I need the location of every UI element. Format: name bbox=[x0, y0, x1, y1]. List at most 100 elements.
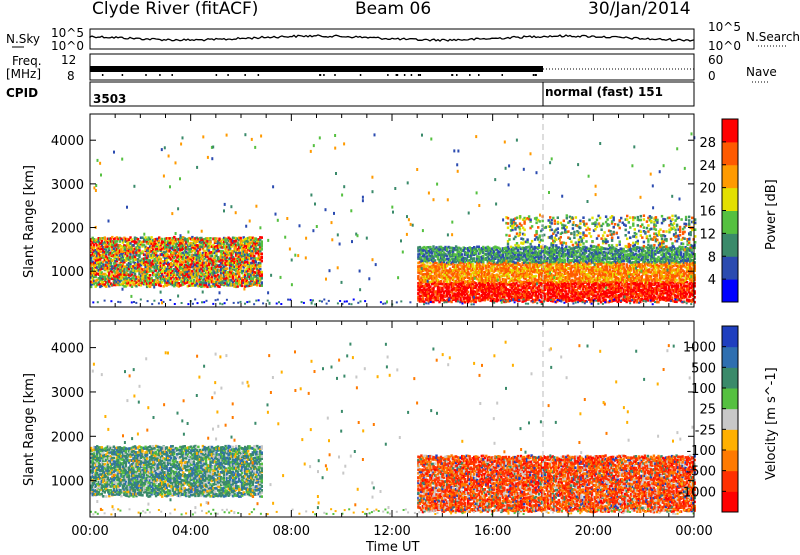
heatmap-cell bbox=[215, 237, 217, 240]
heatmap-cell bbox=[261, 253, 263, 256]
heatmap-cell bbox=[497, 299, 499, 302]
heatmap-cell bbox=[134, 273, 136, 276]
freq-dot bbox=[452, 74, 454, 76]
heatmap-cell bbox=[472, 263, 474, 266]
heatmap-cell bbox=[104, 236, 106, 239]
heatmap-cell bbox=[160, 285, 162, 288]
heatmap-cell bbox=[101, 240, 103, 243]
heatmap-cell bbox=[538, 276, 540, 279]
heatmap-cell bbox=[193, 279, 195, 282]
heatmap-cell bbox=[429, 285, 431, 288]
heatmap-cell bbox=[552, 266, 554, 269]
freq-dot bbox=[396, 74, 398, 76]
freq-dot bbox=[533, 74, 535, 76]
heatmap-cell bbox=[508, 275, 510, 278]
heatmap-cell bbox=[149, 274, 151, 277]
heatmap-cell bbox=[467, 291, 469, 294]
heatmap-cell bbox=[469, 296, 471, 299]
heatmap-cell bbox=[211, 255, 213, 258]
heatmap-cell bbox=[226, 267, 228, 270]
heatmap-cell bbox=[564, 259, 566, 262]
freq-dot bbox=[469, 74, 471, 76]
freq-dot bbox=[102, 74, 104, 76]
heatmap-cell bbox=[261, 277, 263, 280]
heatmap-cell bbox=[261, 236, 263, 239]
heatmap-cell bbox=[161, 238, 163, 241]
freq-dot bbox=[411, 74, 413, 76]
heatmap-cell bbox=[199, 248, 201, 251]
heatmap-cell bbox=[150, 236, 152, 239]
freq-dot bbox=[360, 74, 362, 76]
freq-trace bbox=[90, 66, 543, 72]
heatmap-cell bbox=[429, 262, 431, 265]
freq-dot bbox=[171, 74, 173, 76]
heatmap-cell bbox=[461, 253, 463, 256]
heatmap-cell bbox=[241, 285, 243, 288]
heatmap-cell bbox=[482, 261, 484, 264]
freq-dot bbox=[387, 74, 389, 76]
heatmap-cell bbox=[259, 268, 261, 271]
heatmap-cell bbox=[105, 285, 107, 288]
freq-dot bbox=[535, 74, 537, 76]
heatmap-cell bbox=[141, 250, 143, 253]
freq-dot bbox=[122, 74, 124, 76]
heatmap-cell bbox=[131, 285, 133, 288]
heatmap-cell bbox=[437, 256, 439, 259]
freq-dot bbox=[159, 74, 161, 76]
heatmap-cell bbox=[261, 281, 263, 284]
heatmap-cell bbox=[138, 246, 140, 249]
heatmap-cell bbox=[138, 249, 140, 252]
heatmap-cell bbox=[515, 282, 517, 285]
heatmap-cell bbox=[261, 248, 263, 251]
heatmap-cell bbox=[209, 237, 211, 240]
heatmap-cell bbox=[261, 243, 263, 246]
heatmap-cell bbox=[197, 272, 199, 275]
heatmap-cell bbox=[199, 252, 201, 255]
noise-trace bbox=[90, 35, 694, 41]
heatmap-cell bbox=[218, 238, 220, 241]
freq-dot bbox=[258, 74, 260, 76]
freq-dot bbox=[420, 74, 422, 76]
freq-dot bbox=[456, 74, 458, 76]
freq-dot bbox=[323, 74, 325, 76]
heatmap-cell bbox=[129, 261, 131, 264]
freq-dot bbox=[502, 74, 504, 76]
heatmap-cell bbox=[449, 294, 451, 297]
freq-dot bbox=[404, 74, 406, 76]
heatmap-cell bbox=[530, 279, 532, 282]
heatmap-cell bbox=[529, 264, 531, 267]
heatmap-cell bbox=[422, 298, 424, 301]
heatmap-cell bbox=[535, 275, 537, 278]
heatmap-cells-power bbox=[90, 132, 696, 305]
freq-dot bbox=[216, 74, 218, 76]
heatmap-cell bbox=[432, 245, 434, 248]
heatmap-cell bbox=[261, 256, 263, 259]
heatmap-cell bbox=[256, 284, 258, 287]
heatmap-cell bbox=[160, 258, 162, 261]
heatmap-cell bbox=[232, 277, 234, 280]
heatmap-cell bbox=[150, 277, 152, 280]
cpid-panel bbox=[90, 82, 694, 106]
heatmap-cell bbox=[565, 290, 567, 293]
freq-dot bbox=[320, 74, 322, 76]
heatmap-cell bbox=[261, 240, 263, 243]
freq-dot bbox=[145, 74, 147, 76]
heatmap-cell bbox=[440, 280, 442, 283]
heatmap-cell bbox=[200, 277, 202, 280]
heatmap-cell bbox=[156, 244, 158, 247]
heatmap-cell bbox=[434, 259, 436, 262]
heatmap-cell bbox=[190, 279, 192, 282]
heatmap-cell bbox=[253, 255, 255, 258]
freq-dot bbox=[334, 74, 336, 76]
heatmap-cell bbox=[473, 257, 475, 260]
heatmap-cell bbox=[166, 259, 168, 262]
heatmap-cell bbox=[517, 249, 519, 252]
heatmap-cell bbox=[119, 240, 121, 243]
heatmap-cell bbox=[261, 271, 263, 274]
heatmap-cell bbox=[502, 254, 504, 257]
heatmap-cell bbox=[574, 285, 576, 288]
heatmap-cell bbox=[417, 275, 419, 278]
heatmap-cell bbox=[527, 279, 529, 282]
heatmap-cell bbox=[240, 237, 242, 240]
heatmap-cell bbox=[446, 280, 448, 283]
